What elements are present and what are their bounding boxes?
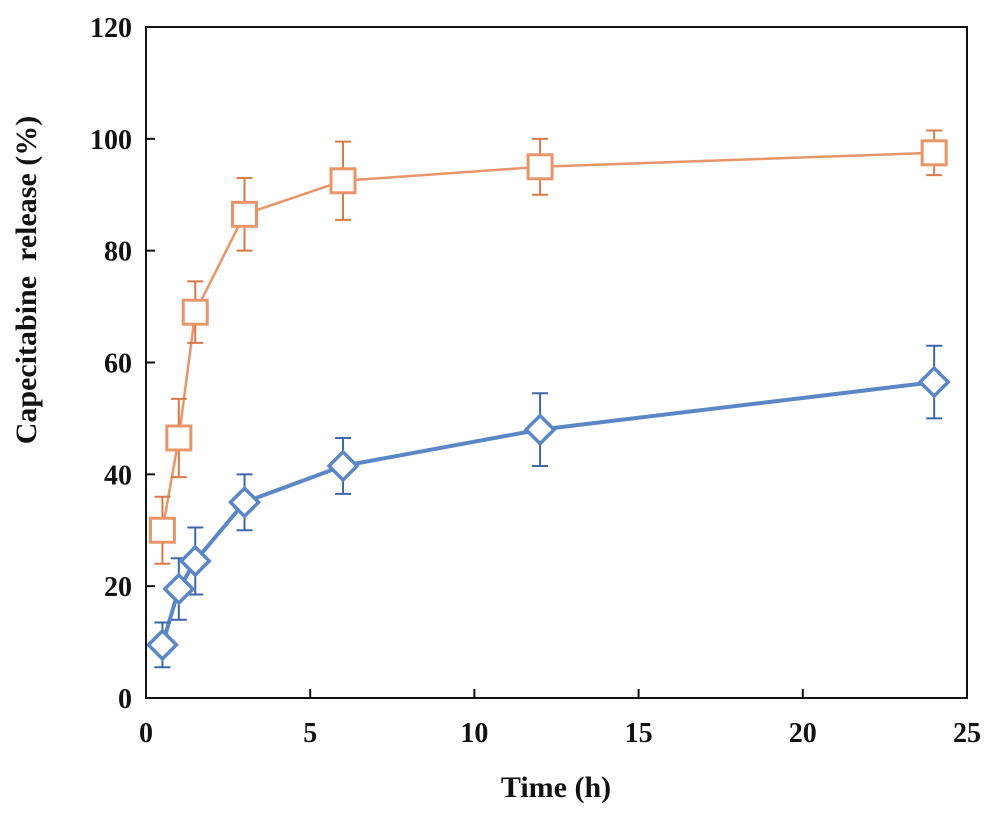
x-tick-label: 0 — [139, 718, 153, 749]
x-tick-label: 20 — [789, 718, 817, 749]
data-point — [329, 167, 357, 195]
y-tick-label: 60 — [104, 349, 132, 380]
y-tick-label: 120 — [90, 13, 132, 44]
data-point — [526, 153, 554, 181]
plot-marks — [145, 129, 951, 669]
data-point — [181, 298, 209, 326]
data-point — [523, 413, 557, 447]
y-tick-label: 0 — [118, 684, 132, 715]
data-point — [917, 365, 951, 399]
y-tick-label: 80 — [104, 237, 132, 268]
y-tick-label: 100 — [90, 125, 132, 156]
x-tick-label: 15 — [625, 718, 653, 749]
data-point — [920, 139, 948, 167]
x-tick-label: 5 — [303, 718, 317, 749]
series-line — [161, 151, 935, 531]
data-point — [326, 449, 360, 483]
data-point — [178, 544, 212, 578]
y-axis-title: Capecitabine release (%) — [10, 116, 43, 445]
series-square — [148, 129, 948, 565]
axes: 0 5 10 15 20 25 0 20 40 60 80 100 120 — [90, 13, 981, 749]
x-tick-label: 25 — [953, 718, 981, 749]
y-tick-label: 40 — [104, 460, 132, 491]
data-point — [165, 424, 193, 452]
y-tick-label: 20 — [104, 572, 132, 603]
data-point — [162, 572, 196, 606]
series-diamond — [145, 344, 951, 669]
data-point — [231, 200, 259, 228]
x-axis-title: Time (h) — [501, 771, 611, 804]
data-point — [145, 628, 179, 662]
plot-frame — [145, 26, 968, 699]
data-point — [148, 516, 176, 544]
data-point — [228, 485, 261, 519]
x-tick-label: 10 — [460, 718, 488, 749]
